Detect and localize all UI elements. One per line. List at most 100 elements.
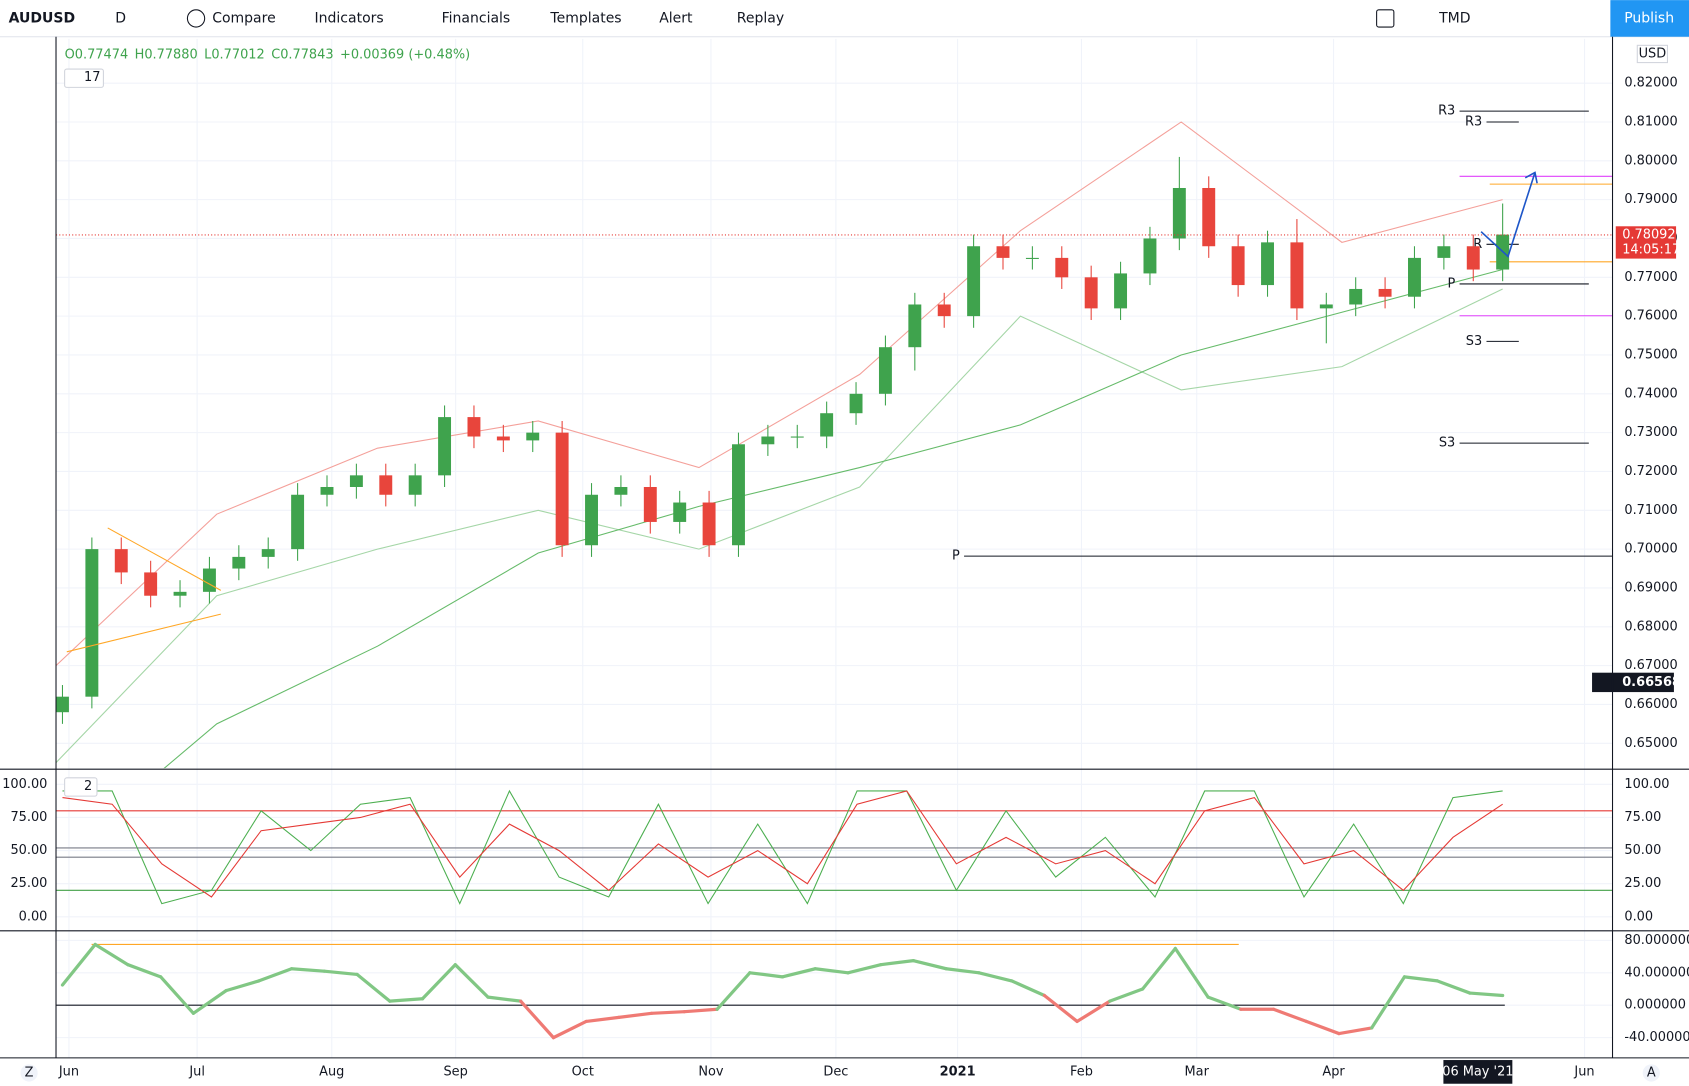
z-button[interactable] (20, 1064, 38, 1082)
pivot-label: R3 (1465, 114, 1482, 129)
momentum-segment (355, 972, 392, 1003)
candle-body (878, 347, 892, 394)
candle-body (1084, 277, 1098, 309)
momentum-segment (944, 967, 981, 975)
momentum-segment (159, 975, 196, 1015)
price-badge (1615, 226, 1677, 259)
candle-body (996, 246, 1010, 258)
time-label: 06 May '21 (1442, 1064, 1513, 1079)
interval[interactable]: D (115, 10, 126, 26)
y-tick-label: 0.000000 (1624, 998, 1686, 1013)
oscillator-line (62, 790, 1503, 898)
momentum-segment (322, 969, 359, 977)
y-tick-label: 0.82000 (1624, 76, 1677, 91)
momentum-segment (60, 942, 97, 987)
momentum-segment (93, 942, 130, 967)
y-tick-label: 0.76000 (1624, 309, 1677, 324)
y-tick-label: 100.00 (1624, 777, 1669, 792)
alert[interactable]: Alert (659, 10, 693, 26)
compare-icon (186, 9, 206, 28)
momentum-segment (1304, 1019, 1341, 1036)
time-label: Mar (1185, 1064, 1210, 1079)
candle-body (937, 304, 951, 317)
y-tick-label: 25.00 (1624, 876, 1661, 891)
momentum-segment (453, 963, 490, 999)
publish-label[interactable]: Publish (1624, 10, 1674, 26)
ohlc-value: L0.77012 (204, 48, 265, 63)
financials[interactable]: Financials (442, 10, 511, 26)
z-label[interactable]: Z (25, 1065, 34, 1080)
momentum-segment (650, 1010, 686, 1015)
a-label[interactable]: A (1647, 1065, 1656, 1080)
candle-body (1055, 257, 1069, 278)
candle-body (85, 549, 99, 697)
indicator-line (56, 288, 1503, 764)
indicators[interactable]: Indicators (315, 10, 384, 26)
candle-body (320, 486, 334, 495)
candle-body (467, 417, 481, 437)
candle-body (1408, 257, 1421, 297)
candle-body (144, 572, 158, 596)
crosshair-price: 0.66568 (1622, 675, 1681, 690)
badge-box (64, 68, 104, 88)
y-tick-label: 50.00 (10, 843, 47, 858)
momentum-segment (1075, 999, 1112, 1024)
candle-body (349, 475, 363, 487)
candle-body (820, 413, 834, 437)
candle-body (1349, 288, 1363, 305)
y-tick-label: 0.80000 (1624, 153, 1677, 168)
y-tick-label: 0.74000 (1624, 386, 1677, 401)
candle-body (202, 568, 216, 592)
pivot-label: R3 (1438, 104, 1455, 119)
y-tick-label: 0.77000 (1624, 270, 1677, 285)
momentum-segment (289, 967, 326, 973)
y-tick-label: 0.67000 (1624, 658, 1677, 673)
y-tick-label: -40.000000 (1624, 1030, 1689, 1045)
momentum-segment (1010, 979, 1047, 998)
time-label: 2021 (940, 1064, 976, 1079)
layout-name[interactable]: TMD (1438, 10, 1470, 26)
candle-body (732, 444, 745, 546)
templates[interactable]: Templates (549, 10, 621, 26)
momentum-segment (879, 959, 916, 967)
candle-body (1114, 273, 1128, 309)
time-label: Jul (188, 1064, 205, 1079)
momentum-segment (617, 1011, 654, 1019)
y-tick-label: 0.71000 (1624, 503, 1677, 518)
compare[interactable]: Compare (212, 10, 276, 26)
time-label: Jun (58, 1064, 79, 1079)
candle-body (496, 436, 510, 441)
momentum-segment (977, 971, 1014, 983)
layout-icon[interactable] (1376, 9, 1395, 28)
candle-body (291, 494, 305, 550)
interval-badge: 17 (84, 70, 100, 85)
candle-body (1319, 304, 1333, 309)
time-label: Oct (572, 1064, 594, 1079)
publish-button[interactable] (1610, 0, 1689, 37)
pivot-label: P (952, 549, 960, 564)
a-button[interactable] (1642, 1064, 1660, 1082)
y-tick-label: 0.00 (19, 909, 48, 924)
y-tick-label: 0.68000 (1624, 619, 1677, 634)
momentum-segment (682, 1007, 719, 1014)
indicator-line (56, 121, 1503, 667)
momentum-segment (191, 989, 228, 1015)
momentum-segment (748, 971, 785, 979)
replay[interactable]: Replay (737, 10, 784, 26)
time-label: Dec (823, 1064, 848, 1079)
plot-area: Jun Jul Aug Sep Oct Nov Dec 2021 Feb Mar Apr 06 May… (2, 38, 1689, 1084)
badge-box (64, 777, 98, 797)
ohlc-value: +0.00369 (+0.48%) (340, 48, 470, 63)
momentum-segment (584, 1015, 621, 1024)
candle-body (526, 432, 540, 441)
symbol[interactable]: AUDUSD (9, 10, 75, 26)
candle-body (379, 475, 393, 495)
y-tick-label: 0.75000 (1624, 347, 1677, 362)
candle-body (114, 549, 128, 573)
momentum-segment (1402, 975, 1439, 983)
y-tick-label: 0.70000 (1624, 542, 1677, 557)
candle-body (1025, 257, 1039, 259)
candle-body (761, 436, 775, 445)
candle-body (1437, 246, 1451, 258)
